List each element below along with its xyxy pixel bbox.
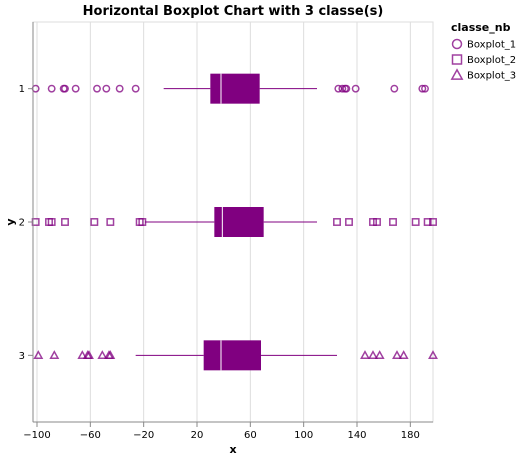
y-tick-label: 1 bbox=[19, 84, 25, 95]
y-axis: 1 2 3 bbox=[19, 22, 33, 422]
outlier-point bbox=[391, 85, 397, 91]
legend-entry-label: Boxplot_2 bbox=[467, 55, 516, 66]
chart-title: Horizontal Boxplot Chart with 3 classe(s… bbox=[83, 4, 384, 19]
boxplot-2 bbox=[145, 207, 317, 237]
boxplot-1 bbox=[164, 74, 317, 104]
legend-symbol-circle bbox=[453, 40, 462, 49]
outlier-point bbox=[374, 219, 380, 225]
x-tick-label: 100 bbox=[294, 430, 313, 441]
y-tick-label: 3 bbox=[19, 351, 25, 362]
outlier-point bbox=[51, 352, 58, 359]
outlier-point bbox=[132, 85, 138, 91]
outlier-point bbox=[116, 85, 122, 91]
outlier-point bbox=[412, 219, 418, 225]
legend-symbol-triangle bbox=[452, 70, 462, 79]
x-tick-label: −20 bbox=[133, 430, 154, 441]
legend: classe_nb Boxplot_1 Boxplot_2 Boxplot_3 bbox=[451, 21, 516, 82]
x-axis: −100 −60 −20 20 60 100 140 180 bbox=[23, 422, 433, 441]
legend-title: classe_nb bbox=[451, 21, 511, 34]
boxplot-3 bbox=[136, 340, 337, 370]
x-axis-label: x bbox=[229, 443, 236, 456]
outlier-point bbox=[376, 352, 383, 359]
box-iqr bbox=[214, 207, 263, 237]
outlier-point bbox=[352, 85, 358, 91]
x-tick-label: −60 bbox=[80, 430, 101, 441]
legend-entry-label: Boxplot_1 bbox=[467, 40, 516, 51]
outlier-point bbox=[99, 352, 106, 359]
x-tick-label: 20 bbox=[191, 430, 204, 441]
outlier-point bbox=[62, 219, 68, 225]
outlier-point bbox=[370, 219, 376, 225]
outlier-point bbox=[361, 352, 368, 359]
x-tick-label: 180 bbox=[401, 430, 420, 441]
box-iqr bbox=[204, 340, 261, 370]
box-iqr bbox=[210, 74, 259, 104]
outlier-point bbox=[393, 352, 400, 359]
outlier-point bbox=[390, 219, 396, 225]
outlier-point bbox=[72, 85, 78, 91]
y-tick-label: 2 bbox=[19, 218, 25, 229]
outlier-point bbox=[107, 219, 113, 225]
outlier-point bbox=[369, 352, 376, 359]
boxplot-series bbox=[136, 74, 337, 371]
outlier-point bbox=[94, 85, 100, 91]
legend-entry-label: Boxplot_3 bbox=[467, 71, 516, 82]
outlier-point bbox=[400, 352, 407, 359]
x-tick-label: −100 bbox=[23, 430, 50, 441]
outlier-point bbox=[48, 85, 54, 91]
x-tick-label: 60 bbox=[244, 430, 257, 441]
outlier-point bbox=[334, 219, 340, 225]
outlier-point bbox=[346, 219, 352, 225]
outlier-point bbox=[103, 85, 109, 91]
y-axis-label: y bbox=[4, 218, 17, 225]
legend-symbol-square bbox=[453, 55, 462, 64]
outlier-point bbox=[35, 352, 42, 359]
x-tick-label: 140 bbox=[347, 430, 366, 441]
outlier-point bbox=[91, 219, 97, 225]
